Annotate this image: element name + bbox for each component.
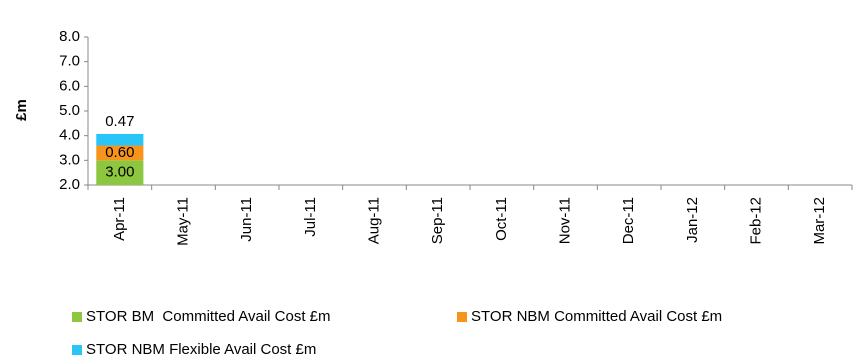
y-tick-label: 7.0 [59, 53, 80, 70]
legend-label: STOR NBM Committed Avail Cost £m [471, 308, 722, 325]
y-tick-label: 2.0 [59, 176, 80, 193]
x-tick-label: Nov-11 [556, 197, 573, 244]
data-label: 3.00 [105, 164, 134, 181]
y-tick-label: 5.0 [59, 102, 80, 119]
y-tick-label: 8.0 [59, 28, 80, 45]
y-tick-label: 3.0 [59, 151, 80, 168]
x-tick-label: Jan-12 [684, 197, 701, 243]
data-label: 0.60 [105, 144, 134, 161]
x-tick-label: May-11 [174, 197, 191, 246]
y-tick-label: 4.0 [59, 127, 80, 144]
bar-segment [96, 133, 144, 146]
x-tick-label: Jun-11 [238, 197, 255, 242]
x-tick-label: Apr-11 [111, 197, 128, 241]
legend-swatch [72, 345, 82, 355]
legend-swatch [72, 312, 82, 322]
legend-label: STOR NBM Flexible Avail Cost £m [86, 341, 316, 358]
x-tick-label: Feb-12 [747, 197, 764, 245]
y-tick-label: 6.0 [59, 77, 80, 94]
x-tick-label: Oct-11 [493, 197, 510, 241]
legend-swatch [457, 312, 467, 322]
legend-label: STOR BM Committed Avail Cost £m [86, 308, 331, 325]
y-axis-label: £m [13, 99, 30, 121]
x-tick-label: Sep-11 [429, 197, 446, 244]
bar-segment [96, 160, 144, 185]
x-tick-label: Mar-12 [811, 197, 828, 245]
data-label: 0.47 [105, 113, 134, 130]
bar-segment [96, 145, 144, 161]
x-tick-label: Jul-11 [302, 197, 319, 237]
x-tick-label: Aug-11 [365, 197, 382, 244]
x-tick-label: Dec-11 [620, 197, 637, 244]
